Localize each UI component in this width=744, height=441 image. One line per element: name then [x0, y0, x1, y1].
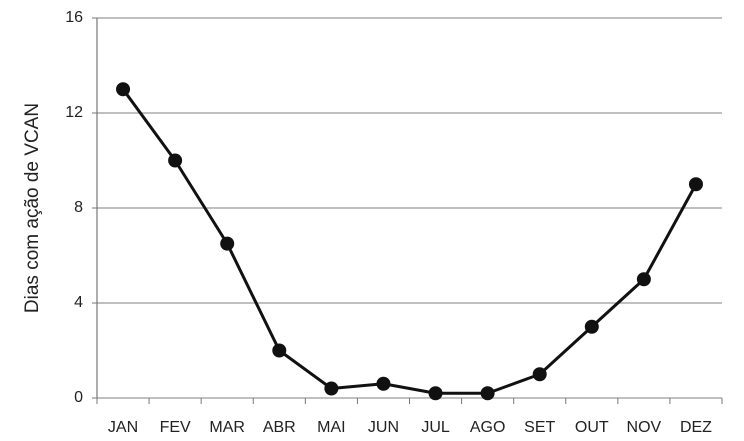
marker [688, 177, 703, 192]
marker [116, 82, 131, 97]
x-tick-label: NOV [627, 419, 662, 436]
y-axis-label: Dias com ação de VCAN [22, 103, 43, 313]
y-tick-label: 16 [65, 9, 83, 26]
marker [428, 386, 443, 401]
x-tick-label: FEV [160, 419, 191, 436]
line [121, 88, 698, 395]
x-tick-label: SET [524, 419, 555, 436]
x-tick-label: AGO [470, 419, 506, 436]
marker [636, 272, 651, 287]
x-tick-label: MAI [317, 419, 345, 436]
x-tick-label: ABR [263, 419, 296, 436]
marker [532, 367, 547, 382]
x-tick-label: OUT [575, 419, 609, 436]
y-tick-label: 4 [74, 294, 83, 311]
marker [480, 386, 495, 401]
x-tick-label: JAN [108, 419, 138, 436]
x-tick-label: MAR [209, 419, 245, 436]
x-tick-label: DEZ [680, 419, 712, 436]
x-tick-label: JUL [421, 419, 450, 436]
y-tick-label: 0 [74, 389, 83, 406]
marker [272, 343, 287, 358]
x-tick-label: JUN [368, 419, 399, 436]
marker [376, 376, 391, 391]
marker [168, 153, 183, 168]
y-tick-label: 8 [74, 199, 83, 216]
marker [324, 381, 339, 396]
marker [220, 236, 235, 251]
y-tick-label: 12 [65, 104, 83, 121]
marker [584, 319, 599, 334]
